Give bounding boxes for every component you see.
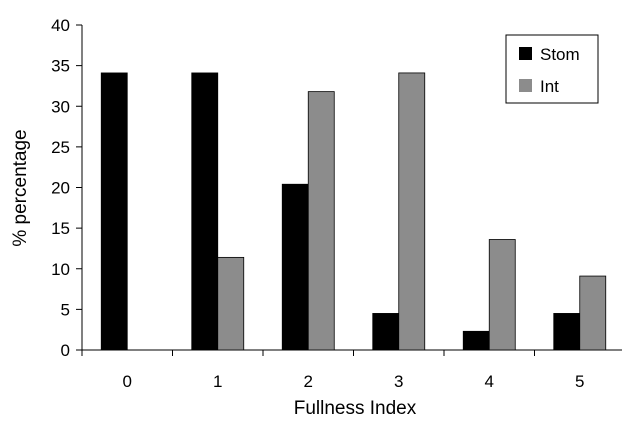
- bar-int-5: [579, 275, 607, 351]
- x-tick-label: 0: [123, 372, 132, 391]
- y-tick-label: 5: [61, 300, 70, 319]
- x-tick-label: 5: [575, 372, 584, 391]
- bar-stom-5: [553, 313, 581, 351]
- x-tick-label: 1: [213, 372, 222, 391]
- x-tick-label: 3: [394, 372, 403, 391]
- chart-axes: [76, 24, 622, 356]
- bar-stom-4: [462, 330, 490, 351]
- legend: Stom Int: [505, 34, 599, 104]
- legend-swatch-stom: [519, 47, 532, 60]
- legend-label-int: Int: [540, 77, 559, 96]
- bar-stom-1: [191, 72, 219, 351]
- bar-stom-0: [100, 72, 128, 351]
- y-tick-label: 30: [51, 97, 70, 116]
- y-tick-label: 0: [61, 341, 70, 360]
- legend-label-stom: Stom: [540, 45, 580, 64]
- bar-int-1: [217, 256, 245, 351]
- legend-swatch-int: [519, 79, 532, 92]
- x-tick-label: 2: [304, 372, 313, 391]
- bar-int-2: [307, 91, 335, 351]
- x-axis-title: Fullness Index: [294, 398, 417, 419]
- bar-int-4: [488, 239, 516, 351]
- y-tick-label: 40: [51, 16, 70, 35]
- bar-stom-2: [281, 183, 309, 351]
- y-tick-label: 15: [51, 219, 70, 238]
- bar-int-3: [398, 72, 426, 351]
- y-tick-labels: 0 5 10 15 20 25 30 35 40: [51, 16, 70, 360]
- x-tick-label: 4: [485, 372, 494, 391]
- y-axis-title: % percentage: [10, 129, 31, 246]
- x-tick-labels: 0 1 2 3 4 5: [123, 372, 585, 391]
- y-tick-label: 20: [51, 179, 70, 198]
- chart-bars: [100, 72, 607, 351]
- bar-stom-3: [372, 313, 400, 351]
- y-tick-label: 25: [51, 138, 70, 157]
- y-tick-label: 35: [51, 57, 70, 76]
- y-tick-label: 10: [51, 260, 70, 279]
